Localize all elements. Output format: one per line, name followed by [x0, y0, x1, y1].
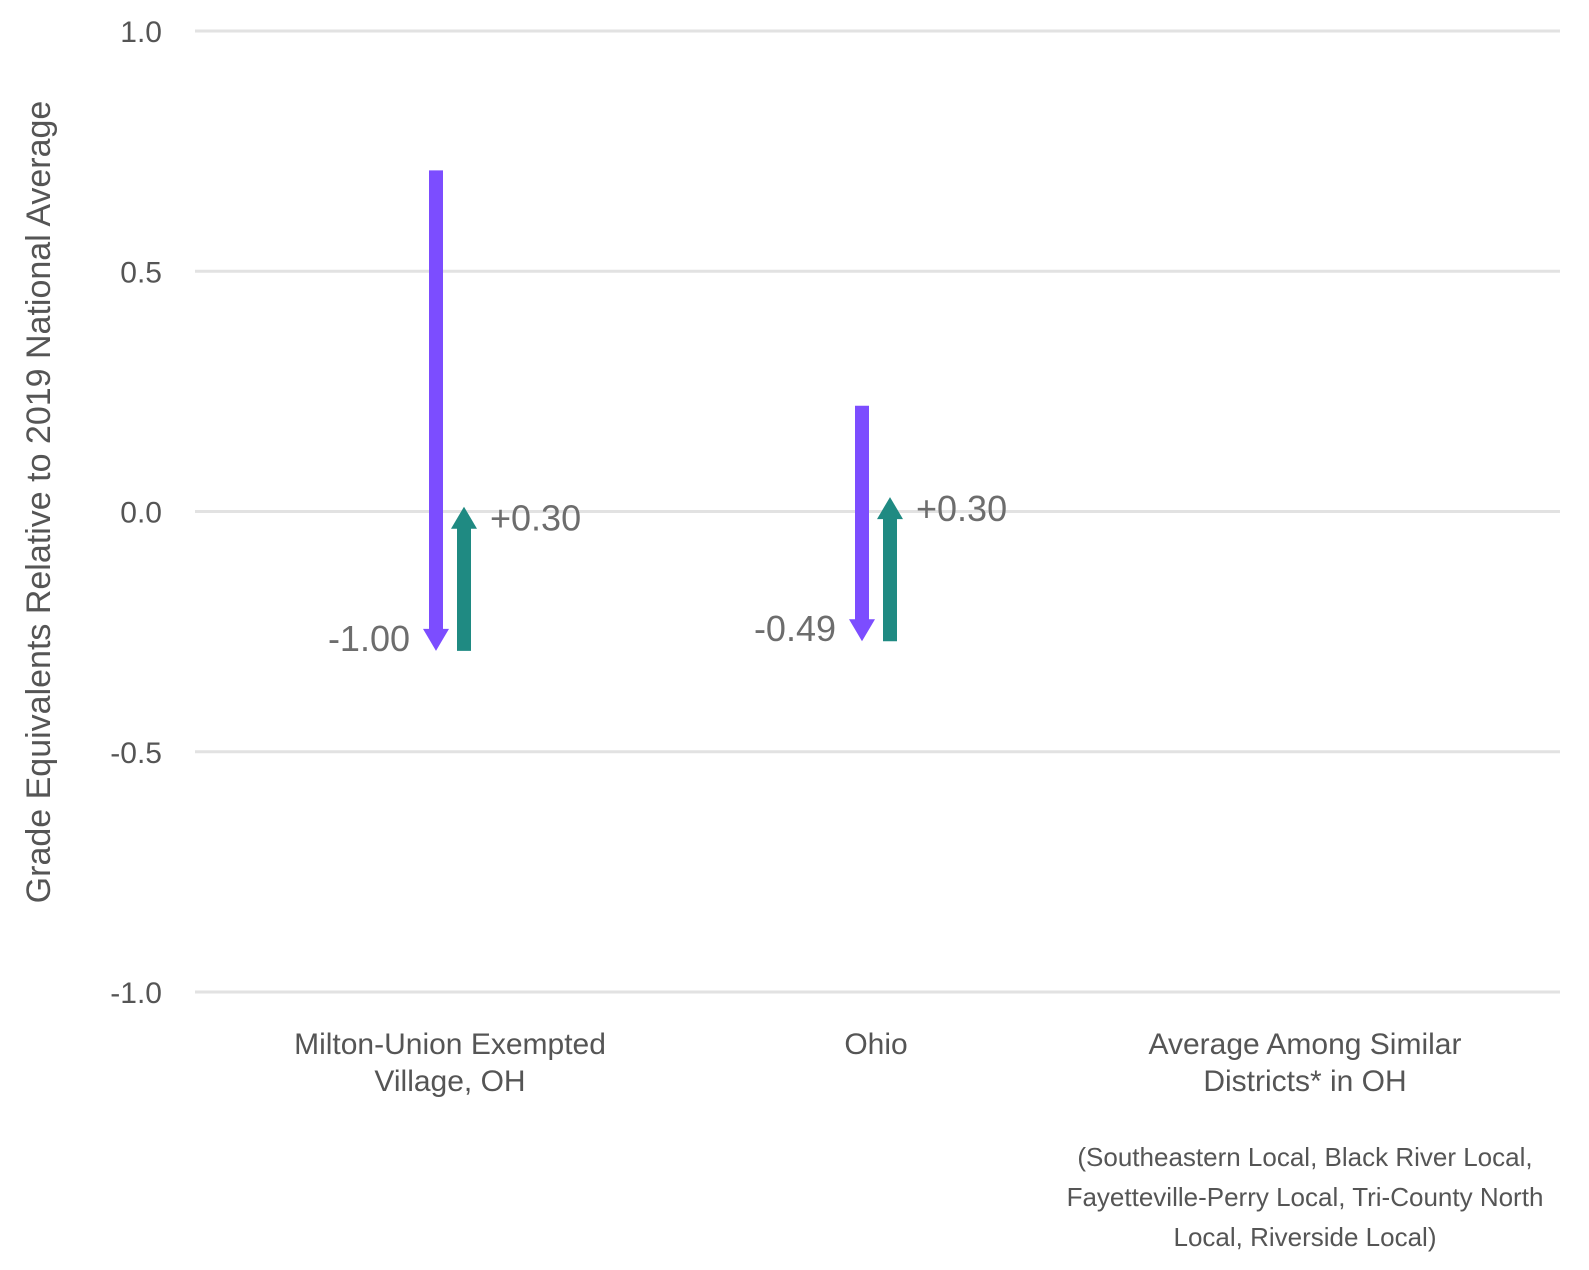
- category-label: Average Among Similar: [1149, 1028, 1462, 1061]
- category-label: Districts* in OH: [1203, 1065, 1406, 1098]
- y-tick-label: 0.5: [120, 256, 162, 289]
- gridlines: [195, 29, 1560, 994]
- category-note: Fayetteville-Perry Local, Tri-County Nor…: [1067, 1182, 1544, 1212]
- category-label: Ohio: [844, 1028, 907, 1061]
- category-label: Milton-Union Exempted: [294, 1028, 606, 1061]
- y-tick-label: 1.0: [120, 16, 162, 49]
- category-note: Local, Riverside Local): [1173, 1222, 1436, 1252]
- decline-value-label: -1.00: [328, 618, 410, 659]
- recovery-arrow: [877, 497, 903, 642]
- decline-value-label: -0.49: [754, 608, 836, 649]
- recovery-arrow: [451, 506, 477, 651]
- y-tick-label: 0.0: [120, 497, 162, 530]
- change-arrows: [423, 170, 903, 651]
- y-tick-labels: 1.0 0.5 0.0 -0.5 -1.0: [110, 16, 162, 1010]
- category-label: Village, OH: [374, 1065, 525, 1098]
- decline-arrow: [423, 170, 449, 651]
- recovery-value-label: +0.30: [916, 488, 1007, 529]
- recovery-value-label: +0.30: [490, 498, 581, 539]
- category-labels: Milton-Union Exempted Village, OH Ohio Aver…: [294, 1028, 1543, 1252]
- category-note: (Southeastern Local, Black River Local,: [1077, 1142, 1532, 1172]
- decline-arrow: [849, 405, 875, 642]
- y-tick-label: -0.5: [110, 737, 162, 770]
- y-axis-label: Grade Equivalents Relative to 2019 Natio…: [20, 101, 58, 904]
- data-labels: -1.00 -0.49 +0.30 +0.30: [328, 488, 1007, 659]
- y-tick-label: -1.0: [110, 977, 162, 1010]
